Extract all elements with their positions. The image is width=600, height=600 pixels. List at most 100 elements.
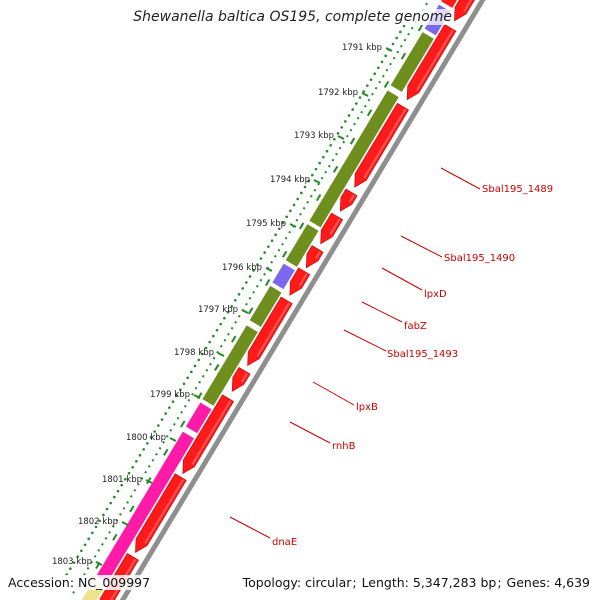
outer-scale-dot [267, 245, 270, 248]
inner-scale-dot [104, 536, 108, 540]
outer-scale-dot [171, 400, 175, 403]
kbp-tick-label: 1794 kbp [270, 175, 310, 185]
inner-scale-dot [284, 236, 288, 240]
outer-scale-dot [98, 519, 101, 523]
inner-scale-dot [126, 500, 130, 504]
kbp-tick-mark [313, 179, 321, 184]
outer-scale-dot [289, 209, 292, 213]
inner-scale-dash [400, 52, 407, 60]
inner-scale-dot [248, 296, 252, 300]
inner-scale-dot [320, 176, 324, 180]
outer-scale-dot [212, 334, 215, 338]
outer-scale-dot [83, 543, 87, 547]
forward-gene-10 [182, 394, 235, 475]
inner-scale-dot [173, 422, 176, 426]
outer-scale-dot [175, 394, 178, 398]
reverse-gene-8 [202, 325, 258, 406]
outer-scale-dot [362, 90, 365, 93]
inner-scale-dot [115, 518, 119, 522]
inner-scale-dash [180, 420, 186, 428]
kbp-tick-mark [241, 309, 249, 314]
inner-scale-dot [353, 122, 356, 126]
outer-scale-dot [146, 442, 149, 445]
kbp-tick-label: 1799 kbp [150, 390, 190, 400]
outer-scale-dot [223, 316, 226, 320]
inner-scale-dot [191, 392, 194, 396]
outer-scale-dot [278, 227, 281, 231]
outer-scale-dot [113, 495, 116, 499]
outer-scale-dot [344, 120, 347, 123]
inner-scale-dash [315, 194, 322, 202]
gene-leader-line [343, 329, 387, 352]
outer-scale-dot [373, 72, 376, 76]
kbp-tick-mark [121, 521, 129, 526]
forward-gene-7 [289, 267, 311, 296]
kbp-tick-mark [337, 135, 345, 140]
inner-scale-dot [216, 350, 220, 354]
kbp-tick-label: 1796 kbp [222, 263, 262, 273]
accession-text: Accession: NC_009997 [8, 575, 151, 590]
inner-scale-dot [237, 314, 241, 318]
outer-scale-dot [69, 567, 72, 570]
inner-scale-dot [234, 320, 238, 324]
inner-scale-dot [392, 56, 396, 60]
inner-scale-dot [299, 212, 302, 216]
inner-scale-dot [201, 374, 205, 378]
outer-scale-dot [252, 269, 255, 272]
outer-scale-dot [256, 263, 259, 266]
inner-scale-dot [93, 554, 97, 558]
outer-scale-dot [193, 364, 197, 368]
inner-scale-dash [129, 505, 135, 513]
inner-scale-dot [277, 248, 281, 252]
inner-scale-dot [155, 452, 158, 456]
inner-scale-dot [374, 86, 378, 90]
inner-scale-dot [137, 482, 140, 486]
outer-scale-dot [237, 293, 241, 296]
outer-scale-dot [102, 513, 105, 517]
gene-label: lpxB [356, 402, 378, 413]
gene-leader-line [312, 381, 355, 406]
inner-scale-dot [97, 548, 101, 552]
outer-scale-dot [369, 78, 373, 81]
gene-label: fabZ [404, 321, 427, 332]
outer-scale-dot [314, 167, 318, 171]
inner-scale-dot [101, 542, 104, 546]
forward-gene-7-shine [298, 273, 308, 287]
outer-scale-dot [76, 555, 79, 559]
kbp-tick-label: 1792 kbp [318, 88, 358, 98]
outer-scale-dot [263, 251, 266, 254]
kbp-tick-mark [289, 223, 297, 228]
inner-scale-dot [360, 110, 364, 114]
kbp-tick-mark [265, 267, 273, 272]
inner-scale-dash [349, 137, 356, 145]
outer-scale-dot [318, 161, 321, 165]
inner-scale-dot [349, 128, 353, 132]
inner-scale-dash [281, 250, 288, 258]
outer-scale-dot [138, 454, 142, 457]
gene-leader-line [229, 516, 271, 539]
inner-scale-dot [396, 50, 400, 54]
inner-scale-dot [219, 344, 223, 348]
gene-leader-line [381, 267, 423, 291]
inner-scale-dot [111, 524, 115, 528]
inner-scale-dot [90, 560, 93, 564]
kbp-tick-mark [145, 479, 153, 484]
genome-title: Shewanella baltica OS195, complete genom… [0, 9, 452, 25]
inner-scale-dash [248, 307, 254, 315]
inner-scale-dot [335, 152, 338, 156]
forward-gene-6-shine [315, 251, 321, 259]
inner-scale-dot [273, 254, 277, 258]
outer-scale-dot [355, 102, 358, 105]
forward-gene-11-shine [144, 479, 185, 544]
outer-scale-dot [120, 483, 123, 487]
inner-scale-dash [163, 448, 169, 456]
reverse-gene-1 [441, 0, 458, 8]
inner-scale-dash [231, 335, 237, 343]
inner-scale-dot [331, 158, 335, 162]
outer-scale-dot [325, 149, 329, 153]
inner-scale-dot [180, 410, 184, 414]
inner-scale-dash [214, 363, 220, 371]
outer-scale-dot [87, 537, 90, 541]
outer-scale-dot [190, 370, 193, 374]
